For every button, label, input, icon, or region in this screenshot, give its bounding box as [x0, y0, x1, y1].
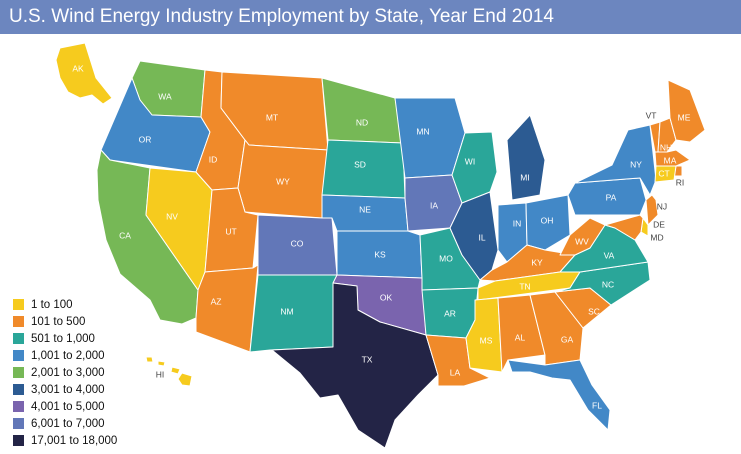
state-label-ca: CA: [119, 230, 131, 240]
legend-label: 1,001 to 2,000: [31, 349, 105, 362]
state-label-nc: NC: [602, 279, 614, 289]
state-label-ct: CT: [658, 168, 669, 178]
legend-swatch: [13, 435, 24, 446]
state-label-in: IN: [513, 218, 522, 228]
state-al: [497, 294, 546, 373]
state-oh: [525, 194, 571, 251]
state-label-ak: AK: [72, 63, 84, 73]
state-label-mt: MT: [266, 112, 278, 122]
legend-swatch: [13, 367, 24, 378]
legend-item: 6,001 to 7,000: [13, 415, 117, 432]
state-nd: [321, 77, 404, 144]
legend-swatch: [13, 316, 24, 327]
state-label-ms: MS: [480, 335, 493, 345]
state-label-or: OR: [139, 134, 152, 144]
state-label-mn: MN: [416, 126, 429, 136]
state-label-va: VA: [604, 250, 615, 260]
state-label-mi: MI: [520, 172, 529, 182]
state-wv: [559, 217, 606, 256]
legend-item: 17,001 to 18,000: [13, 432, 117, 449]
title-bar: U.S. Wind Energy Industry Employment by …: [0, 0, 741, 34]
state-label-la: LA: [450, 367, 461, 377]
us-map: AK HI WA OR CA NV ID MT WY UT AZ CO NM ND SD NE KS OK TX MN…: [55, 42, 706, 449]
state-co: [257, 214, 338, 276]
state-label-ok: OK: [380, 292, 393, 302]
state-nh: [657, 117, 677, 153]
state-label-ia: IA: [430, 200, 438, 210]
state-label-md: MD: [650, 232, 663, 242]
state-label-tn: TN: [519, 281, 530, 291]
legend-label: 101 to 500: [31, 315, 86, 328]
state-label-ar: AR: [444, 308, 456, 318]
state-label-nd: ND: [356, 117, 368, 127]
state-label-hi: HI: [156, 369, 165, 379]
legend-label: 6,001 to 7,000: [31, 417, 105, 430]
state-label-wy: WY: [276, 176, 290, 186]
legend-label: 3,001 to 4,000: [31, 383, 105, 396]
state-label-wv: WV: [575, 236, 589, 246]
legend-item: 1,001 to 2,000: [13, 347, 117, 364]
legend-item: 1 to 100: [13, 296, 117, 313]
state-label-wi: WI: [465, 156, 475, 166]
state-label-sd: SD: [354, 159, 366, 169]
state-label-vt: VT: [646, 110, 657, 120]
state-az: [195, 264, 259, 353]
state-label-ky: KY: [531, 257, 543, 267]
state-label-ut: UT: [225, 226, 236, 236]
state-label-il: IL: [478, 232, 485, 242]
legend-label: 4,001 to 5,000: [31, 400, 105, 413]
state-mi: [506, 114, 546, 201]
legend-swatch: [13, 384, 24, 395]
state-label-nj: NJ: [657, 201, 667, 211]
state-label-wa: WA: [158, 91, 172, 101]
state-label-ga: GA: [561, 334, 574, 344]
state-ak: [55, 42, 113, 105]
state-label-id: ID: [209, 154, 218, 164]
legend-label: 1 to 100: [31, 298, 73, 311]
state-label-me: ME: [678, 112, 691, 122]
state-label-ma: MA: [664, 155, 677, 165]
state-hi: [145, 356, 193, 387]
map-title: U.S. Wind Energy Industry Employment by …: [9, 6, 554, 27]
state-label-sc: SC: [588, 306, 600, 316]
state-label-oh: OH: [541, 215, 554, 225]
legend-label: 17,001 to 18,000: [31, 434, 118, 447]
state-label-co: CO: [291, 238, 304, 248]
state-label-fl: FL: [592, 400, 602, 410]
state-fl: [507, 359, 611, 431]
legend-item: 501 to 1,000: [13, 330, 117, 347]
legend-swatch: [13, 401, 24, 412]
legend-item: 3,001 to 4,000: [13, 381, 117, 398]
state-label-al: AL: [515, 332, 526, 342]
legend-swatch: [13, 333, 24, 344]
legend-item: 2,001 to 3,000: [13, 364, 117, 381]
legend-label: 501 to 1,000: [31, 332, 95, 345]
state-label-nh: NH: [660, 142, 672, 152]
state-label-de: DE: [653, 219, 665, 229]
legend-label: 2,001 to 3,000: [31, 366, 105, 379]
state-label-mo: MO: [439, 253, 453, 263]
state-label-tx: TX: [362, 354, 373, 364]
state-label-ny: NY: [630, 159, 642, 169]
legend-swatch: [13, 350, 24, 361]
state-label-nv: NV: [166, 211, 178, 221]
state-ct: [654, 165, 677, 183]
state-label-az: AZ: [211, 296, 222, 306]
legend-swatch: [13, 299, 24, 310]
state-label-ri: RI: [676, 177, 685, 187]
legend-item: 4,001 to 5,000: [13, 398, 117, 415]
state-ny: [574, 124, 657, 196]
legend-item: 101 to 500: [13, 313, 117, 330]
state-md: [604, 214, 644, 241]
legend: 1 to 100 101 to 500 501 to 1,000 1,001 to 2…: [13, 296, 117, 449]
state-label-pa: PA: [606, 192, 617, 202]
state-label-ne: NE: [359, 204, 371, 214]
state-label-nm: NM: [280, 306, 293, 316]
state-nj: [645, 194, 659, 226]
state-me: [667, 79, 706, 143]
legend-swatch: [13, 418, 24, 429]
state-tx: [271, 282, 439, 449]
state-label-ks: KS: [374, 249, 386, 259]
